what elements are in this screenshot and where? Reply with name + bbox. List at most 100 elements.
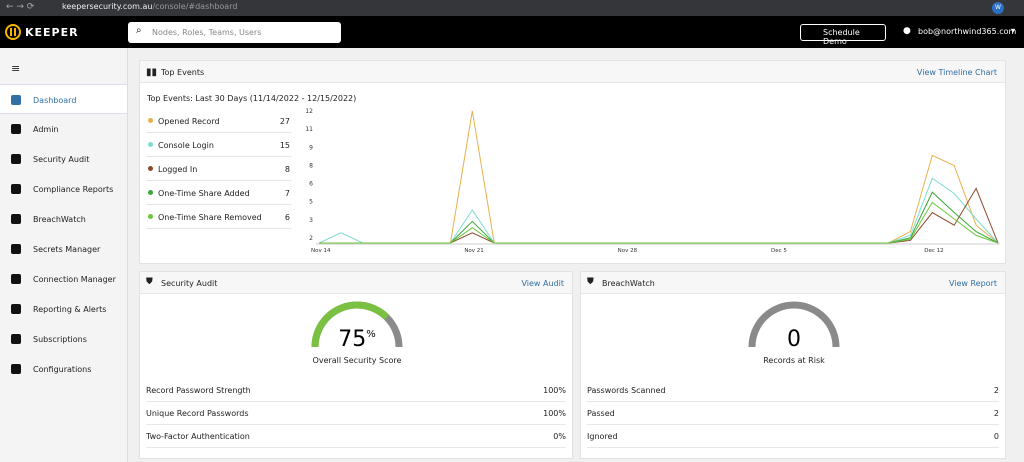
nav-label: Compliance Reports bbox=[33, 185, 114, 194]
score-value: 75% bbox=[338, 327, 376, 352]
schedule-demo-label: Schedule Demo bbox=[823, 28, 860, 46]
nav-item[interactable]: Compliance Reports bbox=[0, 174, 127, 204]
legend-name: Opened Record bbox=[158, 117, 220, 126]
panel-header: ⛊ BreachWatch View Report bbox=[581, 272, 1005, 294]
risk-gauge: 0 bbox=[748, 301, 840, 352]
user-caret[interactable]: ▾ bbox=[1011, 26, 1016, 35]
stat-value: 100% bbox=[543, 408, 566, 418]
y-tick-label: 9 bbox=[309, 144, 313, 151]
legend-item: One-Time Share Removed 6 bbox=[146, 205, 292, 229]
sidebar: ≡ Dashboard Admin Security Audit Compliance… bbox=[0, 48, 128, 462]
nav-buttons[interactable]: ← → ⟳ bbox=[6, 2, 35, 12]
legend-name: One-Time Share Added bbox=[158, 189, 250, 198]
nav-item[interactable]: Configurations bbox=[0, 354, 127, 384]
top-events-chart: 2 3 5 6 8 9 11 12 Nov 14 Nov 21 Nov 28 Dec 5 Dec 12 bbox=[305, 108, 1000, 254]
nav-icon bbox=[11, 364, 21, 374]
nav-label: Secrets Manager bbox=[33, 245, 101, 254]
legend-count: 15 bbox=[279, 141, 290, 150]
stat-label: Ignored bbox=[587, 431, 618, 441]
stat-value: 0 bbox=[993, 431, 999, 441]
panel-title: Security Audit bbox=[161, 279, 218, 288]
user-icon[interactable]: ● bbox=[903, 26, 911, 36]
legend-count: 6 bbox=[284, 213, 290, 222]
timeline-link[interactable]: View Timeline Chart bbox=[916, 68, 997, 77]
legend-item: Console Login 15 bbox=[146, 133, 292, 157]
y-tick-label: 6 bbox=[309, 180, 313, 187]
audit-link[interactable]: View Audit bbox=[521, 279, 564, 288]
logo bbox=[5, 24, 21, 40]
score-gauge: 75% bbox=[311, 301, 403, 352]
stat-row: Unique Record Passwords 100% bbox=[146, 402, 566, 425]
legend-name: Logged In bbox=[158, 165, 198, 174]
legend-dot bbox=[148, 118, 153, 123]
menu-toggle[interactable]: ≡ bbox=[11, 62, 21, 75]
nav-label: Subscriptions bbox=[33, 335, 87, 344]
nav-item[interactable]: Security Audit bbox=[0, 144, 127, 174]
score-label: Overall Security Score bbox=[312, 356, 402, 365]
search-placeholder: Nodes, Roles, Teams, Users bbox=[152, 28, 262, 37]
stat-row: Record Password Strength 100% bbox=[146, 379, 566, 402]
stat-value: 2 bbox=[993, 385, 999, 395]
nav-label: Connection Manager bbox=[33, 275, 116, 284]
x-tick-label: Nov 21 bbox=[464, 248, 483, 254]
user-email[interactable]: bob@northwind365.com bbox=[918, 27, 1017, 36]
legend-item: Opened Record 27 bbox=[146, 109, 292, 133]
nav-item[interactable]: Subscriptions bbox=[0, 324, 127, 354]
series-line bbox=[319, 187, 999, 244]
x-tick-label: Nov 14 bbox=[311, 248, 331, 254]
stat-label: Two-Factor Authentication bbox=[146, 431, 250, 441]
nav-icon bbox=[11, 304, 21, 314]
score-number: 0 bbox=[787, 327, 801, 352]
stat-label: Passed bbox=[587, 408, 615, 418]
panel-title: Top Events bbox=[161, 68, 205, 77]
stat-row: Passwords Scanned 2 bbox=[587, 379, 999, 402]
nav-item[interactable]: BreachWatch bbox=[0, 204, 127, 234]
nav-item[interactable]: Dashboard bbox=[0, 84, 127, 114]
series-line bbox=[318, 177, 999, 244]
nav-label: Admin bbox=[33, 125, 59, 134]
stat-row: Passed 2 bbox=[587, 402, 999, 425]
nav-icon bbox=[11, 95, 21, 105]
legend-count: 8 bbox=[284, 165, 290, 174]
legend-name: One-Time Share Removed bbox=[158, 213, 262, 222]
nav-icon bbox=[11, 154, 21, 164]
y-tick-label: 11 bbox=[305, 126, 313, 133]
panel-header: ⛊ Security Audit View Audit bbox=[140, 272, 572, 294]
nav-item[interactable]: Secrets Manager bbox=[0, 234, 127, 264]
panel-title: BreachWatch bbox=[602, 279, 655, 288]
app-header: KEEPER Nodes, Roles, Teams, Users ⌕ Sched… bbox=[0, 16, 1024, 48]
nav-icon bbox=[11, 244, 21, 254]
x-tick-label: Dec 5 bbox=[771, 248, 787, 254]
report-link[interactable]: View Report bbox=[948, 279, 997, 288]
legend-item: One-Time Share Added 7 bbox=[146, 181, 292, 205]
nav-label: BreachWatch bbox=[33, 215, 86, 224]
legend-count: 7 bbox=[284, 189, 290, 198]
nav-item[interactable]: Connection Manager bbox=[0, 264, 127, 294]
score-value: 0 bbox=[787, 327, 801, 352]
y-tick-label: 3 bbox=[309, 217, 313, 224]
nav-label: Security Audit bbox=[33, 155, 90, 164]
schedule-demo[interactable]: Schedule Demo bbox=[800, 24, 886, 46]
gauge-track bbox=[748, 301, 840, 348]
nav-label: Dashboard bbox=[33, 96, 77, 105]
nav-item[interactable]: Reporting & Alerts bbox=[0, 294, 127, 324]
stat-row: Ignored 0 bbox=[587, 425, 999, 448]
score-label: Records at Risk bbox=[763, 356, 825, 365]
stat-label: Record Password Strength bbox=[146, 385, 251, 395]
nav-label: Configurations bbox=[33, 365, 92, 374]
legend-dot bbox=[148, 142, 153, 147]
stat-label: Unique Record Passwords bbox=[146, 408, 249, 418]
profile[interactable]: W bbox=[992, 2, 1004, 14]
url[interactable]: keepersecurity.com.au/console/#dashboard bbox=[62, 2, 237, 11]
nav-label: Reporting & Alerts bbox=[33, 305, 107, 314]
x-tick-label: Nov 28 bbox=[618, 248, 638, 254]
stat-value: 2 bbox=[993, 408, 999, 418]
nav-item[interactable]: Admin bbox=[0, 114, 127, 144]
series-line bbox=[319, 110, 999, 244]
search[interactable]: Nodes, Roles, Teams, Users ⌕ bbox=[128, 22, 341, 43]
url-host: keepersecurity.com.au bbox=[62, 2, 153, 11]
breachwatch-panel: ⛊ BreachWatch View Report 0 Records at R… bbox=[580, 271, 1006, 459]
legend-name: Console Login bbox=[158, 141, 214, 150]
y-tick-label: 5 bbox=[309, 199, 313, 206]
